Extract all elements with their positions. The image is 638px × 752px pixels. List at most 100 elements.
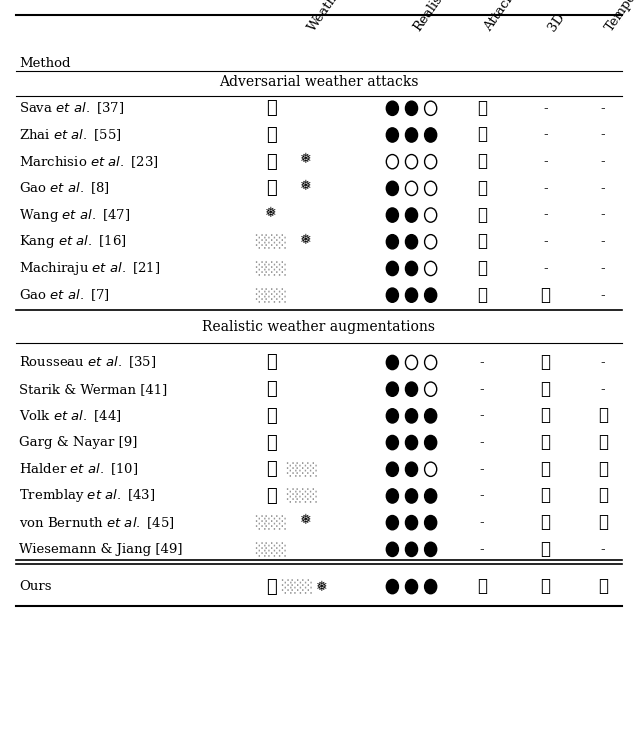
Text: -: - [479,383,484,396]
Text: ✓: ✓ [477,287,487,304]
Text: -: - [543,102,548,115]
Text: ✓: ✓ [477,260,487,277]
Text: ✓: ✓ [540,514,551,531]
Text: -: - [600,182,605,195]
Text: Tempor.: Tempor. [603,0,638,34]
Circle shape [386,542,398,556]
Text: ✓: ✓ [598,514,608,531]
Text: ░░░: ░░░ [286,489,318,503]
Text: ⛆: ⛆ [266,434,276,451]
Circle shape [425,516,436,530]
Circle shape [425,542,436,556]
Text: Starik & Werman [41]: Starik & Werman [41] [19,383,167,396]
Text: ⛆: ⛆ [266,99,276,117]
Text: Wang $\it{et\ al.}$ [47]: Wang $\it{et\ al.}$ [47] [19,207,130,223]
Circle shape [425,288,436,302]
Text: ✓: ✓ [540,287,551,304]
Text: Adversarial weather attacks: Adversarial weather attacks [219,75,419,89]
Circle shape [386,409,398,423]
Text: ❅: ❅ [265,206,277,220]
Text: ✓: ✓ [540,434,551,451]
Text: -: - [479,490,484,502]
Text: -: - [479,436,484,449]
Text: ✓: ✓ [477,126,487,144]
Circle shape [406,409,417,423]
Text: -: - [600,383,605,396]
Circle shape [406,235,417,249]
Text: ✓: ✓ [540,578,551,595]
Text: Attack: Attack [482,0,517,34]
Text: -: - [543,262,548,275]
Text: -: - [600,129,605,141]
Text: ⛆: ⛆ [266,487,276,505]
Text: -: - [479,409,484,423]
Text: ✓: ✓ [477,207,487,223]
Text: ❅: ❅ [316,580,328,593]
Text: Realistic weather augmentations: Realistic weather augmentations [202,320,436,334]
Text: -: - [600,356,605,369]
Circle shape [386,580,398,594]
Circle shape [386,288,398,302]
Circle shape [406,128,417,142]
Text: ✓: ✓ [540,354,551,371]
Circle shape [425,409,436,423]
Text: ░░░: ░░░ [255,515,287,530]
Text: Halder $\it{et\ al.}$ [10]: Halder $\it{et\ al.}$ [10] [19,462,138,477]
Text: ⛆: ⛆ [266,578,276,596]
Text: Machiraju $\it{et\ al.}$ [21]: Machiraju $\it{et\ al.}$ [21] [19,260,160,277]
Text: -: - [600,289,605,302]
Circle shape [406,288,417,302]
Text: ✓: ✓ [598,578,608,595]
Text: ✓: ✓ [477,233,487,250]
Circle shape [386,235,398,249]
Text: -: - [600,262,605,275]
Text: ❅: ❅ [300,153,312,166]
Text: Garg & Nayar [9]: Garg & Nayar [9] [19,436,138,449]
Text: Rousseau $\it{et\ al.}$ [35]: Rousseau $\it{et\ al.}$ [35] [19,355,156,370]
Text: ✓: ✓ [540,408,551,424]
Text: ❅: ❅ [300,232,312,247]
Text: ⛆: ⛆ [266,353,276,371]
Text: Method: Method [19,56,71,70]
Text: -: - [600,235,605,248]
Text: Zhai $\it{et\ al.}$ [55]: Zhai $\it{et\ al.}$ [55] [19,127,122,143]
Text: Ours: Ours [19,580,52,593]
Circle shape [386,516,398,530]
Text: ⛆: ⛆ [266,381,276,398]
Text: ✓: ✓ [477,153,487,170]
Circle shape [386,435,398,450]
Text: -: - [479,543,484,556]
Circle shape [386,356,398,370]
Text: ░░░: ░░░ [281,579,313,594]
Text: ✓: ✓ [477,180,487,197]
Text: ⛆: ⛆ [266,407,276,425]
Text: Tremblay $\it{et\ al.}$ [43]: Tremblay $\it{et\ al.}$ [43] [19,487,156,505]
Circle shape [406,462,417,477]
Circle shape [406,261,417,275]
Text: -: - [479,516,484,529]
Text: ✓: ✓ [598,434,608,451]
Text: Gao $\it{et\ al.}$ [8]: Gao $\it{et\ al.}$ [8] [19,180,110,196]
Circle shape [386,261,398,275]
Text: ✓: ✓ [598,461,608,478]
Text: ✓: ✓ [540,487,551,505]
Text: -: - [543,208,548,222]
Text: Marchisio $\it{et\ al.}$ [23]: Marchisio $\it{et\ al.}$ [23] [19,154,159,169]
Text: -: - [600,102,605,115]
Text: ❅: ❅ [300,179,312,193]
Circle shape [406,580,417,594]
Text: -: - [479,356,484,369]
Text: ✓: ✓ [477,100,487,117]
Circle shape [386,489,398,503]
Text: Realism: Realism [412,0,453,34]
Circle shape [425,580,436,594]
Circle shape [406,489,417,503]
Text: ░░░: ░░░ [255,261,287,276]
Text: ⛆: ⛆ [266,180,276,197]
Text: ⛆: ⛆ [266,153,276,171]
Circle shape [406,382,417,396]
Circle shape [406,208,417,222]
Text: -: - [543,182,548,195]
Circle shape [406,435,417,450]
Text: von Bernuth $\it{et\ al.}$ [45]: von Bernuth $\it{et\ al.}$ [45] [19,515,175,530]
